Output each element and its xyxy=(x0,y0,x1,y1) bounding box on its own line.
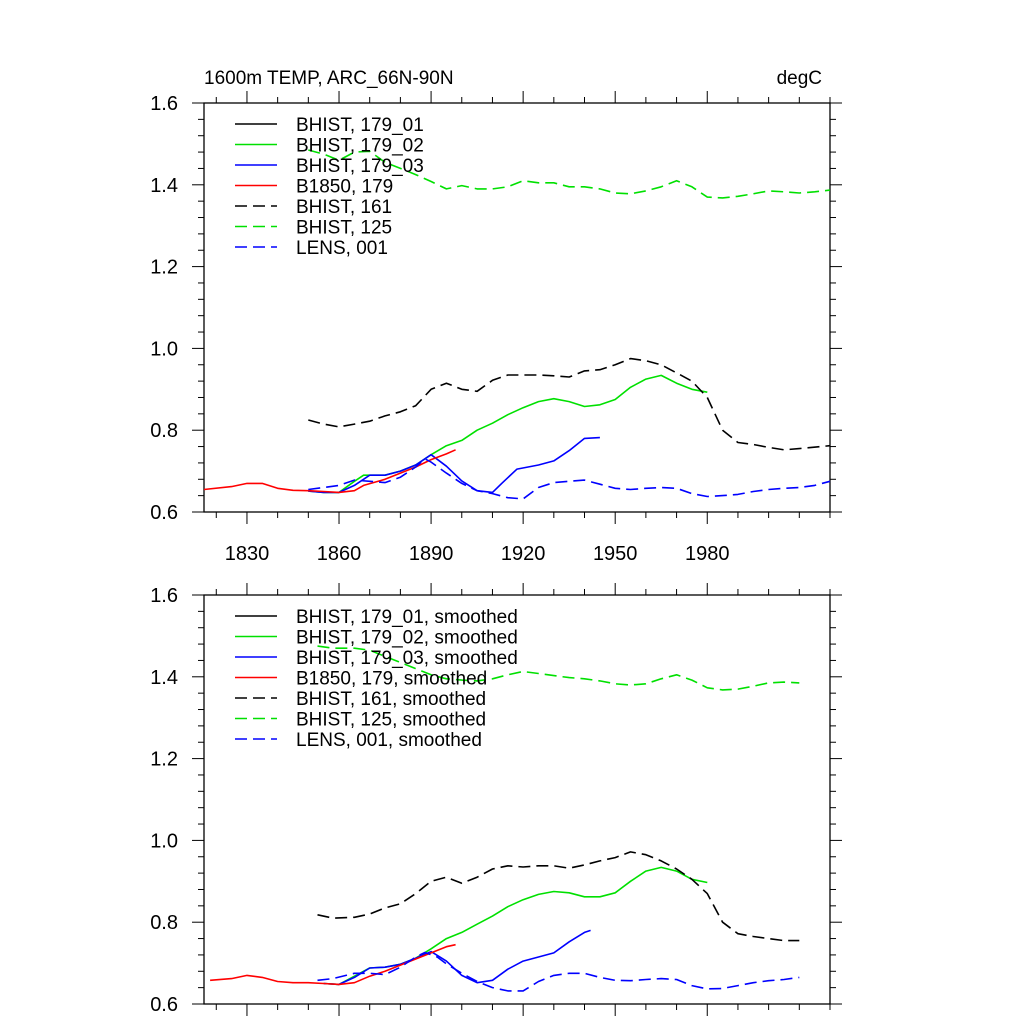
series-line-6 xyxy=(308,149,831,199)
y-tick-label: 1.6 xyxy=(150,93,178,115)
legend-label-2: BHIST, 179_02 xyxy=(296,136,424,157)
chart-panel-2: 0.6 0.8 1.0 1.2 1.4 1.6 BHIST, 179_01, smoothe… xyxy=(150,583,842,1016)
y-tick-label: 1.2 xyxy=(150,749,178,771)
legend-label-3: BHIST, 179_03, smoothed xyxy=(296,648,518,669)
chart-units: degC xyxy=(777,68,822,89)
x-tick-label: 1860 xyxy=(317,543,362,565)
legend-label-7: LENS, 001, smoothed xyxy=(296,730,482,751)
y-tick-label: 1.0 xyxy=(150,830,178,852)
legend-label-6: BHIST, 125, smoothed xyxy=(296,710,486,731)
plot-frame xyxy=(203,102,831,513)
legend-label-5: BHIST, 161, smoothed xyxy=(296,689,486,710)
series-line-5 xyxy=(317,851,800,942)
x-tick-label: 1920 xyxy=(501,543,546,565)
y-tick-label: 0.8 xyxy=(150,420,178,442)
x-tick-label: 1890 xyxy=(409,543,454,565)
series-line-3 xyxy=(323,929,591,986)
legend-label-5: BHIST, 161 xyxy=(296,197,392,218)
legend-label-1: BHIST, 179_01 xyxy=(296,115,424,136)
x-tick-label: 1950 xyxy=(593,543,638,565)
series-line-4 xyxy=(210,943,456,986)
legend-label-4: B1850, 179, smoothed xyxy=(296,669,487,690)
chart-panel-1: 0.6 0.8 1.0 1.2 1.4 1.6 1830 1860 1890 1920 1950 19… xyxy=(150,68,842,565)
series-line-5 xyxy=(308,357,831,451)
series-line-4 xyxy=(203,449,456,494)
legend-label-1: BHIST, 179_01, smoothed xyxy=(296,607,518,628)
series-line-7 xyxy=(317,951,800,992)
series-line-2 xyxy=(308,374,708,494)
legend-label-6: BHIST, 125 xyxy=(296,218,392,239)
y-tick-label: 0.6 xyxy=(150,994,178,1016)
legend-label-4: B1850, 179 xyxy=(296,177,393,198)
y-tick-label: 1.2 xyxy=(150,257,178,279)
series-line-3 xyxy=(308,436,600,494)
legend-label-3: BHIST, 179_03 xyxy=(296,156,424,177)
series-line-7 xyxy=(308,458,831,500)
x-tick-label: 1980 xyxy=(685,543,730,565)
legend-label-7: LENS, 001 xyxy=(296,238,388,259)
y-tick-label: 1.6 xyxy=(150,585,178,607)
x-tick-label: 1830 xyxy=(225,543,270,565)
y-tick-label: 1.4 xyxy=(150,175,178,197)
y-tick-label: 1.4 xyxy=(150,667,178,689)
legend-label-2: BHIST, 179_02, smoothed xyxy=(296,628,518,649)
series-line-6 xyxy=(317,645,800,691)
y-tick-label: 0.6 xyxy=(150,502,178,524)
chart-title: 1600m TEMP, ARC_66N-90N xyxy=(204,68,454,89)
plot-frame xyxy=(203,594,831,1005)
y-tick-label: 0.8 xyxy=(150,912,178,934)
y-tick-label: 1.0 xyxy=(150,338,178,360)
